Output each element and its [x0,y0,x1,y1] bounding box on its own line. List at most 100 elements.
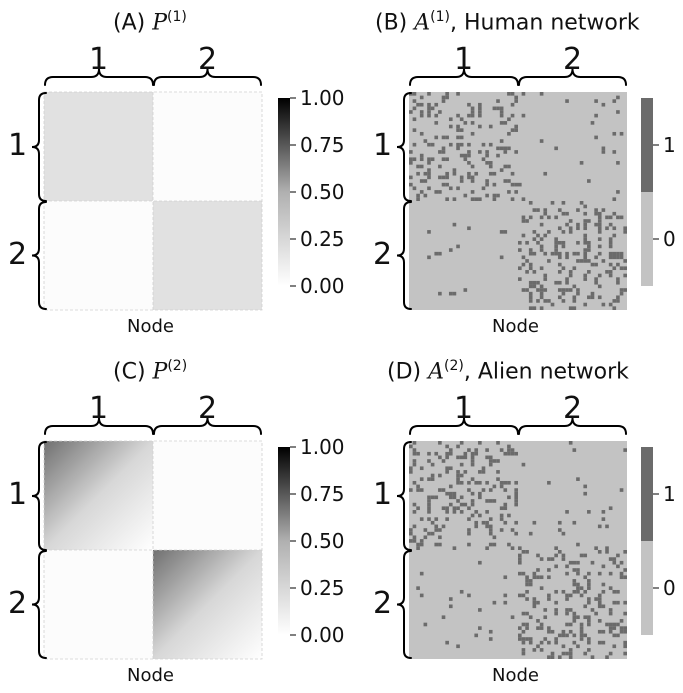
edge-cell [587,623,591,627]
edge-cell [489,525,493,529]
edge-cell [623,575,627,579]
edge-cell [416,485,420,489]
edge-cell [420,539,424,543]
edge-cell [427,459,431,463]
edge-cell [460,128,464,132]
edge-cell [445,197,449,201]
edge-cell [413,539,417,543]
edge-cell [493,183,497,187]
edge-cell [522,623,526,627]
edge-cell [609,626,613,630]
edge-cell [562,299,566,303]
edge-cell [514,183,518,187]
edge-cell [464,194,468,198]
edge-cell [514,452,518,456]
edge-cell [456,445,460,449]
edge-cell [602,259,606,263]
edge-cell [616,554,620,558]
edge-cell [547,216,551,220]
edge-cell [602,517,606,521]
edge-cell [420,132,424,136]
edge-cell [543,277,547,281]
edge-cell [602,150,606,154]
edge-cell [438,252,442,256]
edge-cell [569,630,573,634]
edge-cell [442,147,446,151]
edge-cell [522,641,526,645]
edge-cell [543,208,547,212]
edge-cell [449,503,453,507]
edge-cell [493,194,497,198]
edge-cell [467,532,471,536]
edge-cell [554,546,558,550]
edge-cell [471,197,475,201]
edge-cell [540,623,544,627]
edge-cell [522,463,526,467]
edge-cell [558,270,562,274]
edge-cell [427,510,431,514]
panel-c-block-11 [44,441,153,550]
edge-cell [612,252,616,256]
edge-cell [587,245,591,249]
edge-cell [500,448,504,452]
edge-cell [558,288,562,292]
edge-cell [489,165,493,169]
edge-cell [587,583,591,587]
edge-cell [587,586,591,590]
edge-cell [547,230,551,234]
edge-cell [594,546,598,550]
edge-cell [525,612,529,616]
edge-cell [496,470,500,474]
edge-cell [583,223,587,227]
edge-cell [456,456,460,460]
edge-cell [409,466,413,470]
edge-cell [489,630,493,634]
edge-cell [605,655,609,659]
edge-cell [474,510,478,514]
edge-cell [427,230,431,234]
edge-cell [580,623,584,627]
edge-cell [562,245,566,249]
edge-cell [460,510,464,514]
edge-cell [562,554,566,558]
edge-cell [525,270,529,274]
edge-cell [598,550,602,554]
edge-cell [503,121,507,125]
edge-cell [449,117,453,121]
edge-cell [583,590,587,594]
edge-cell [565,288,569,292]
edge-cell [543,608,547,612]
edge-cell [612,644,616,648]
edge-cell [420,572,424,576]
edge-cell [623,612,627,616]
edge-cell [464,470,468,474]
edge-cell [598,630,602,634]
edge-cell [449,492,453,496]
edge-cell [514,496,518,500]
edge-cell [612,197,616,201]
edge-cell [511,615,515,619]
edge-cell [514,503,518,507]
edge-cell [431,532,435,536]
edge-cell [620,630,624,634]
edge-cell [438,535,442,539]
edge-cell [485,194,489,198]
edge-cell [576,568,580,572]
edge-cell [478,481,482,485]
edge-cell [616,281,620,285]
edge-cell [518,594,522,598]
edge-cell [540,248,544,252]
edge-cell [587,241,591,245]
edge-cell [416,543,420,547]
edge-cell [587,572,591,576]
edge-cell [602,208,606,212]
edge-cell [533,575,537,579]
edge-cell [620,288,624,292]
edge-cell [576,561,580,565]
edge-cell [623,644,627,648]
edge-cell [474,634,478,638]
edge-cell [616,623,620,627]
edge-cell [489,459,493,463]
edge-cell [431,496,435,500]
edge-cell [514,492,518,496]
